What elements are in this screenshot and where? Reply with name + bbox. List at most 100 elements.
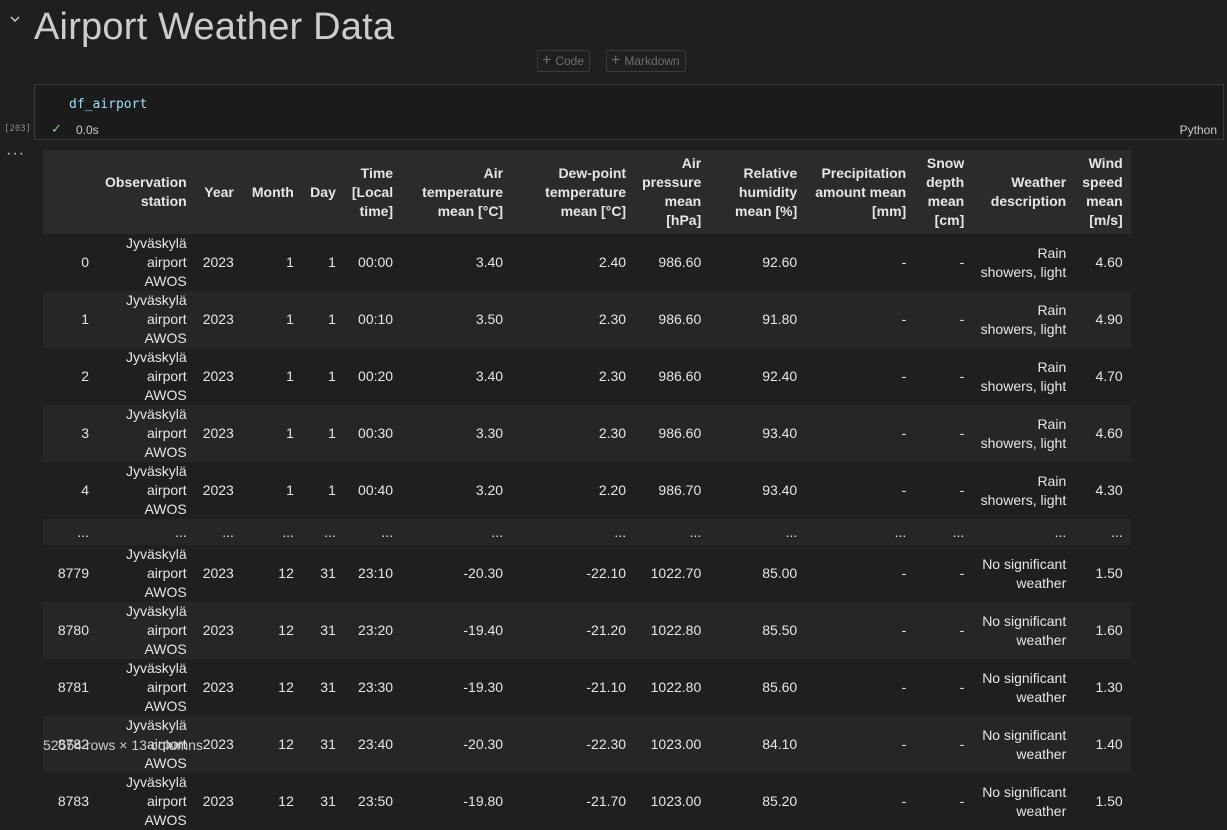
table-cell: 31 [320,622,336,638]
table-cell: 1.30 [1095,679,1123,695]
chevron-down-icon[interactable] [8,12,22,26]
execution-time: 0.0s [76,123,99,137]
column-header-relative-humidity: Relative humidity mean [%] [709,150,806,234]
table-cell: ... [175,523,187,540]
table-cell: 986.60 [658,368,702,384]
table-cell: - [901,736,907,752]
table-cell: - [901,254,907,270]
row-index-cell: 8780 [57,622,89,638]
table-cell: 12 [278,622,294,638]
column-header-day: Day [301,150,344,234]
table-cell: 1 [286,482,294,498]
table-cell: - [959,311,965,327]
table-cell: -21.20 [586,622,627,638]
table-cell: 1022.80 [650,679,702,695]
table-cell: 1023.00 [650,736,702,752]
code-editor-line[interactable]: df_airport [69,97,148,112]
page-title: Airport Weather Data [34,6,395,48]
table-cell: 2023 [202,425,234,441]
table-cell: 1 [328,254,336,270]
table-cell: 3.50 [475,311,504,327]
table-cell: 31 [320,679,336,695]
table-cell: Rain showers, light [980,472,1067,508]
add-markdown-label: Markdown [624,54,680,68]
table-cell: ... [614,523,627,540]
table-cell: 986.60 [658,311,702,327]
column-header-air-pressure: Air pressure mean [hPa] [634,150,710,234]
table-cell: -19.40 [463,622,504,638]
table-cell: 3.30 [475,425,504,441]
table-cell: Jyväskylä airport AWOS [126,406,187,460]
table-cell: 2.30 [598,311,627,327]
table-cell: 4.60 [1095,254,1123,270]
table-cell: 12 [278,679,294,695]
table-cell: 1.50 [1095,565,1123,581]
table-cell: 1.60 [1095,622,1123,638]
table-cell: - [901,679,907,695]
table-cell: -22.10 [586,565,627,581]
table-cell: 23:50 [358,793,394,809]
row-index-cell: 8782 [57,736,89,752]
row-index-cell: ... [77,523,89,540]
table-cell: Rain showers, light [980,415,1067,451]
table-cell: Rain showers, light [980,358,1067,394]
table-cell: No significant weather [982,669,1067,705]
column-header-month: Month [241,150,302,234]
table-cell: - [901,425,907,441]
table-cell: Jyväskylä airport AWOS [126,292,187,346]
table-row: 8782 Jyväskylä airport AWOS 2023 12 31 23:40 -… [43,716,1131,773]
table-cell: - [959,679,965,695]
table-cell: - [901,622,907,638]
table-cell: - [959,565,965,581]
column-header-air-temperature: Air temperature mean [°C] [401,150,512,234]
column-header-observation-station: Observation station [97,150,195,234]
table-cell: - [959,254,965,270]
table-cell: No significant weather [982,783,1067,819]
table-cell: 3.40 [475,254,504,270]
table-cell: 2.20 [598,482,627,498]
table-row: 8781 Jyväskylä airport AWOS 2023 12 31 23:30 -… [43,659,1131,716]
table-cell: - [901,793,907,809]
table-cell: 00:00 [358,254,394,270]
table-cell: 4.60 [1095,425,1123,441]
execution-count: [203] [4,124,32,134]
table-cell: 84.10 [762,736,798,752]
table-cell: 00:20 [358,368,394,384]
column-header-dew-point: Dew-point temperature mean [°C] [511,150,635,234]
table-cell: Jyväskylä airport AWOS [126,349,187,403]
table-cell: 12 [278,565,294,581]
table-cell: 12 [278,793,294,809]
table-cell: 2023 [202,736,234,752]
table-cell: 85.60 [762,679,798,695]
table-row: 8783 Jyväskylä airport AWOS 2023 12 31 23:50 -… [43,773,1131,830]
table-row: 1 Jyväskylä airport AWOS 2023 1 1 00:10 3.50 2.… [43,291,1131,348]
table-row: 4 Jyväskylä airport AWOS 2023 1 1 00:40 3.20 2.… [43,462,1131,519]
table-cell: 4.90 [1095,311,1123,327]
table-cell: 1 [286,368,294,384]
table-cell: -19.80 [463,793,504,809]
column-header-wind-speed: Wind speed mean [m/s] [1074,150,1131,234]
table-cell: 92.40 [762,368,798,384]
table-cell: Jyväskylä airport AWOS [126,660,187,714]
table-cell: Jyväskylä airport AWOS [126,774,187,828]
add-cell-toolbar: + Code + Markdown [537,50,686,72]
language-selector[interactable]: Python [1179,123,1217,137]
more-icon[interactable]: ··· [6,145,25,162]
code-cell[interactable]: df_airport ✓ 0.0s Python [34,84,1224,140]
row-index-cell: 8783 [57,793,89,809]
table-cell: 00:40 [358,482,394,498]
table-cell: No significant weather [982,555,1067,591]
add-code-cell-button[interactable]: + Code [537,50,591,72]
table-cell: 4.30 [1095,482,1123,498]
table-cell: -21.70 [586,793,627,809]
table-row: 0 Jyväskylä airport AWOS 2023 1 1 00:00 3.40 2.… [43,234,1131,291]
add-markdown-cell-button[interactable]: + Markdown [606,50,686,72]
table-cell: 2.30 [598,425,627,441]
table-cell: -21.10 [586,679,627,695]
row-index-cell: 2 [81,368,89,384]
table-cell: - [959,425,965,441]
table-cell: - [901,565,907,581]
table-cell: 1 [328,425,336,441]
plus-icon: + [542,52,552,69]
table-cell: 1 [286,311,294,327]
